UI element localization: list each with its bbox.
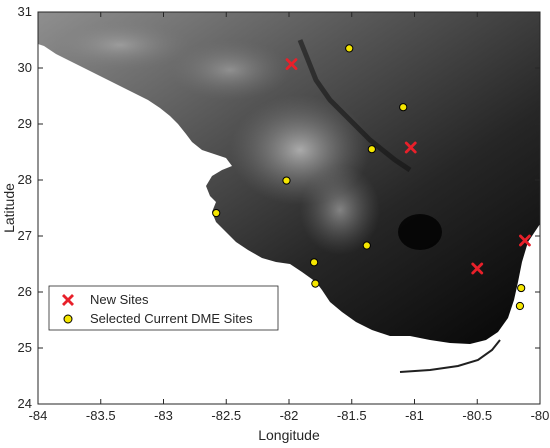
x-tick-label: -83 xyxy=(154,408,173,423)
legend-new-sites-label: New Sites xyxy=(90,292,149,307)
y-tick-label: 31 xyxy=(18,4,32,19)
ridge-highlight xyxy=(50,20,190,70)
new-site-marker xyxy=(471,262,484,275)
new-site-marker xyxy=(404,141,417,154)
y-tick-label: 24 xyxy=(18,396,32,411)
dme-site-marker xyxy=(310,258,319,267)
dme-site-marker xyxy=(282,176,291,185)
x-axis: -84 -83.5 -83 -82.5 -82 -81.5 -81 -80.5 -80 xyxy=(29,12,550,423)
y-tick-label: 26 xyxy=(18,284,32,299)
dme-site-marker xyxy=(367,145,376,154)
site-markers xyxy=(212,44,531,311)
x-tick-label: -83.5 xyxy=(86,408,116,423)
y-axis: 24 25 26 27 28 29 30 31 xyxy=(18,4,540,411)
dme-site-marker xyxy=(311,279,320,288)
new-site-marker xyxy=(519,234,531,247)
ridge-highlight xyxy=(170,40,290,100)
dme-site-marker xyxy=(399,103,408,112)
dme-site-marker xyxy=(515,301,525,311)
y-axis-label: Latitude xyxy=(1,183,17,233)
plot-frame xyxy=(37,11,541,405)
lake-okeechobee xyxy=(398,214,442,250)
x-tick-label: -80.5 xyxy=(462,408,492,423)
y-tick-label: 27 xyxy=(18,228,32,243)
x-tick-label: -82 xyxy=(280,408,299,423)
x-tick-label: -81 xyxy=(405,408,424,423)
x-tick-label: -81.5 xyxy=(337,408,367,423)
ridge-highlight xyxy=(300,165,380,255)
florida-keys xyxy=(399,339,501,373)
legend-new-sites-marker xyxy=(62,294,74,306)
legend: New Sites Selected Current DME Sites xyxy=(48,285,279,331)
y-tick-label: 30 xyxy=(18,60,32,75)
legend-dme-sites-label: Selected Current DME Sites xyxy=(90,311,253,326)
x-tick-label: -84 xyxy=(29,408,48,423)
legend-dme-sites-marker xyxy=(63,314,73,324)
dme-site-marker xyxy=(212,208,221,218)
dme-site-marker xyxy=(345,44,354,53)
y-tick-label: 25 xyxy=(18,340,32,355)
dme-site-marker xyxy=(517,283,526,293)
new-site-marker xyxy=(285,58,298,70)
x-axis-label: Longitude xyxy=(258,427,320,443)
river-channel xyxy=(297,39,412,173)
x-tick-label: -82.5 xyxy=(211,408,241,423)
dme-site-marker xyxy=(362,241,371,250)
y-tick-label: 28 xyxy=(18,172,32,187)
y-tick-label: 29 xyxy=(18,116,32,131)
x-tick-label: -80 xyxy=(531,408,550,423)
legend-box xyxy=(48,285,279,331)
